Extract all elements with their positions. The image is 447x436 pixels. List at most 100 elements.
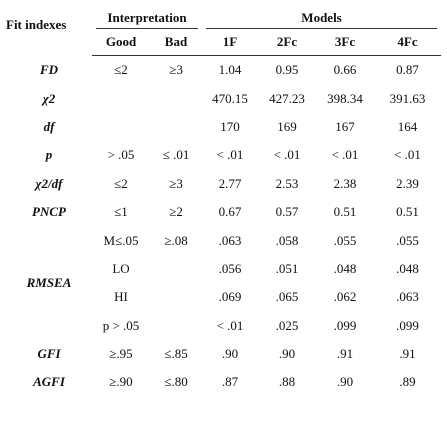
table-row: AGFI ≥.90 ≤.80 .87 .88 .90 .89 bbox=[6, 368, 441, 396]
row-label: df bbox=[43, 118, 55, 134]
cell: 0.51 bbox=[396, 204, 419, 220]
cell: HI bbox=[114, 289, 128, 305]
table-row: df 170 169 167 164 bbox=[6, 113, 441, 141]
cell: .89 bbox=[399, 374, 416, 390]
cell: .065 bbox=[275, 289, 299, 305]
cell: .062 bbox=[333, 289, 357, 305]
cell: LO bbox=[112, 260, 130, 276]
cell: < .01 bbox=[394, 147, 421, 163]
row-label: PNCP bbox=[32, 204, 66, 220]
cell: .058 bbox=[275, 232, 299, 248]
body: {"header": {"title": "Fit indexes", "gro… bbox=[0, 3, 447, 436]
cell: ≤1 bbox=[114, 204, 128, 220]
cell: 169 bbox=[277, 118, 297, 134]
table-row: FD ≤2 ≥3 1.04 0.95 0.66 0.87 bbox=[6, 56, 441, 85]
cell: .91 bbox=[399, 346, 416, 362]
cell: ≥2 bbox=[169, 204, 183, 220]
cell: .88 bbox=[278, 374, 296, 390]
table-row: p > .05 ≤ .01 < .01 < .01 < .01 < .01 bbox=[6, 141, 441, 169]
empty-cell bbox=[150, 283, 202, 311]
cell: < .01 bbox=[216, 147, 244, 163]
cell: .048 bbox=[333, 260, 357, 276]
cell: .91 bbox=[336, 346, 354, 362]
cell: 0.57 bbox=[275, 204, 299, 220]
fit-indexes-header: Fit indexes bbox=[6, 17, 67, 32]
cell: 427.23 bbox=[269, 90, 305, 106]
column-header: 1F bbox=[202, 29, 259, 56]
table-row: LO .056 .051 .048 .048 bbox=[6, 255, 441, 283]
cell: 0.67 bbox=[218, 204, 242, 220]
cell: 1.04 bbox=[218, 62, 242, 78]
cell: ≥.08 bbox=[164, 232, 188, 248]
cell: < .01 bbox=[216, 317, 244, 333]
cell: 470.15 bbox=[212, 90, 248, 106]
cell: 391.63 bbox=[389, 90, 426, 106]
cell: 0.51 bbox=[333, 204, 357, 220]
cell: ≥.90 bbox=[109, 374, 133, 390]
row-label: χ2/df bbox=[35, 175, 63, 191]
row-label: RMSEA bbox=[26, 275, 72, 291]
cell: < .01 bbox=[273, 147, 301, 163]
cell: .87 bbox=[221, 374, 239, 390]
table-row: χ2 470.15 427.23 398.34 391.63 bbox=[6, 84, 441, 112]
cell: .063 bbox=[218, 232, 242, 248]
cell: > .05 bbox=[107, 147, 135, 163]
table-header: Fit indexes Interpretation Models Good Ba… bbox=[6, 3, 442, 56]
column-header: Bad bbox=[150, 29, 203, 56]
column-header: 4Fc bbox=[374, 29, 442, 56]
cell: 2.53 bbox=[275, 175, 299, 191]
cell: 0.87 bbox=[396, 62, 419, 78]
cell: .90 bbox=[221, 346, 239, 362]
cell: 170 bbox=[220, 118, 240, 134]
cell: .069 bbox=[218, 289, 242, 305]
table-row: HI .069 .065 .062 .063 bbox=[6, 283, 441, 311]
group-label: Interpretation bbox=[96, 10, 199, 29]
cell: .099 bbox=[396, 317, 419, 333]
group-header: Models bbox=[202, 3, 441, 29]
header-row: Fit indexes Interpretation Models bbox=[6, 3, 441, 32]
empty-cell bbox=[150, 255, 202, 283]
empty-cell bbox=[92, 113, 150, 141]
cell: M≤.05 bbox=[103, 232, 139, 248]
table-row: χ2/df ≤2 ≥3 2.77 2.53 2.38 2.39 bbox=[6, 170, 441, 198]
cell: ≥.95 bbox=[109, 346, 133, 362]
cell: ≤.80 bbox=[164, 374, 188, 390]
empty-cell bbox=[92, 84, 150, 112]
cell: 2.77 bbox=[218, 175, 242, 191]
table-row: p > .05 < .01 .025 .099 .099 bbox=[6, 312, 441, 340]
cell: ≤2 bbox=[114, 62, 128, 78]
cell: 0.95 bbox=[275, 62, 299, 78]
cell: < .01 bbox=[331, 147, 359, 163]
row-label: FD bbox=[39, 61, 59, 77]
cell: .025 bbox=[275, 317, 299, 333]
column-header: 2Fc bbox=[258, 29, 317, 56]
cell: 2.39 bbox=[396, 175, 419, 191]
cell: .90 bbox=[336, 374, 354, 390]
cell: .055 bbox=[333, 232, 357, 248]
table-row: GFI ≥.95 ≤.85 .90 .90 .91 .91 bbox=[6, 340, 441, 368]
cell: 0.66 bbox=[333, 62, 357, 78]
empty-cell bbox=[150, 312, 202, 340]
row-label: AGFI bbox=[33, 374, 65, 390]
cell: .099 bbox=[333, 317, 357, 333]
cell: .055 bbox=[396, 232, 419, 248]
table-body: FD ≤2 ≥3 1.04 0.95 0.66 0.87 χ2 470.15 427.23 398.… bbox=[6, 56, 441, 397]
empty-cell bbox=[150, 113, 202, 141]
cell: .056 bbox=[218, 260, 242, 276]
row-label: χ2 bbox=[42, 90, 56, 106]
cell: ≥3 bbox=[169, 62, 183, 78]
cell: .063 bbox=[396, 289, 419, 305]
cell: p > .05 bbox=[102, 317, 140, 333]
group-label: Models bbox=[206, 10, 438, 29]
cell: ≤ .01 bbox=[162, 147, 190, 163]
cell: .048 bbox=[396, 260, 419, 276]
cell: ≤2 bbox=[114, 175, 128, 191]
cell: .051 bbox=[275, 260, 299, 276]
group-header: Interpretation bbox=[92, 3, 202, 29]
column-header-row: Good Bad 1F 2Fc 3Fc 4Fc bbox=[6, 29, 442, 56]
fit-table: Fit indexes Interpretation Models Good Ba… bbox=[6, 3, 442, 397]
cell: ≤.85 bbox=[164, 346, 188, 362]
cell: .90 bbox=[278, 346, 296, 362]
empty-cell bbox=[150, 84, 202, 112]
table-row: PNCP ≤1 ≥2 0.67 0.57 0.51 0.51 bbox=[6, 198, 441, 226]
